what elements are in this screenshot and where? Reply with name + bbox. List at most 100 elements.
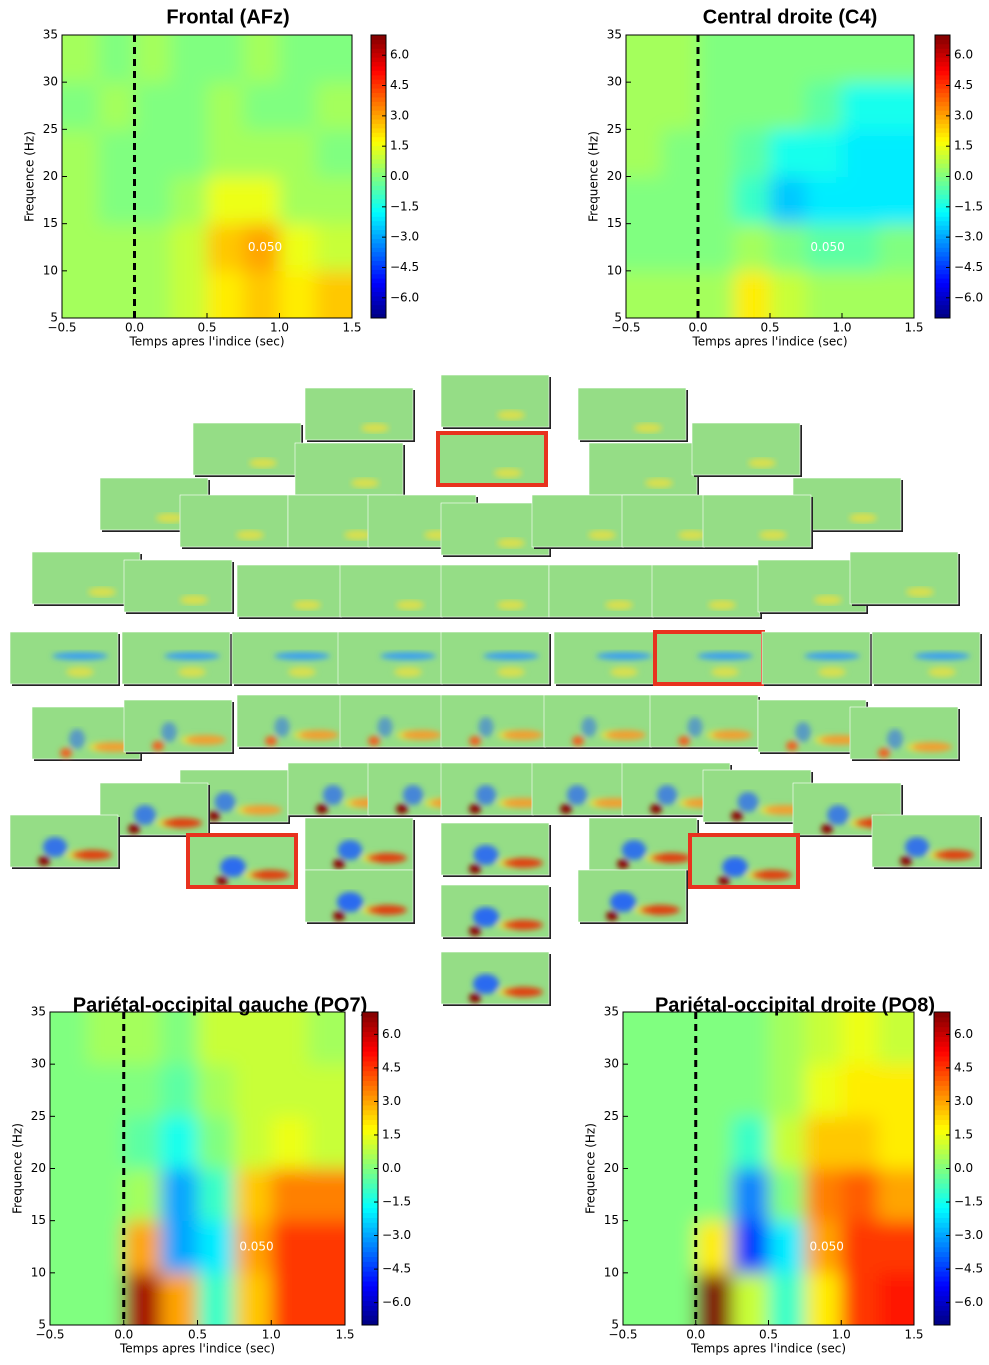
plot-area	[623, 1012, 914, 1325]
x-tick-label: −0.5	[47, 321, 76, 335]
colorbar-step	[362, 1251, 378, 1258]
colorbar-step	[362, 1060, 378, 1067]
y-tick-label: 15	[43, 216, 58, 230]
tile-bg	[588, 442, 698, 496]
colorbar-step	[935, 101, 950, 107]
tile	[548, 564, 659, 619]
colorbar-step	[934, 1222, 950, 1228]
colorbar-step	[934, 1095, 950, 1101]
heat-cell	[841, 1220, 879, 1274]
y-tick-label: 25	[604, 1109, 619, 1123]
tile-blob	[333, 911, 345, 921]
colorbar-step	[371, 172, 386, 177]
chart-title: Central droite (C4)	[703, 6, 877, 28]
tile-pattern	[900, 837, 974, 866]
heat-cell	[234, 1064, 272, 1117]
heat-cell	[804, 1220, 842, 1274]
heat-cell	[62, 223, 99, 272]
tile-pattern	[605, 600, 633, 610]
heat-cell	[623, 1220, 660, 1274]
tile-pattern	[274, 652, 330, 677]
heat-cell	[734, 176, 771, 225]
heat-cell	[804, 1064, 842, 1117]
cells	[62, 35, 352, 318]
tile-blob	[708, 600, 736, 610]
heat-cell	[271, 1116, 309, 1169]
colorbar-step	[935, 74, 950, 80]
colorbar-tick-label: 6.0	[382, 1027, 401, 1041]
tile-blob	[928, 667, 956, 677]
colorbar-step	[362, 1168, 378, 1174]
tile	[186, 833, 298, 889]
heat-cell	[878, 270, 914, 318]
colorbar-step	[371, 114, 386, 120]
colorbar-step	[362, 1217, 378, 1223]
tile-blob	[503, 920, 543, 930]
colorbar-step	[362, 1021, 378, 1028]
x-tick-label: 1.5	[342, 321, 361, 335]
colorbar-step	[371, 39, 386, 45]
heat-cell	[243, 129, 280, 177]
tile	[304, 869, 415, 924]
heat-cell	[878, 129, 914, 177]
colorbar-step	[362, 1305, 378, 1311]
tile-highlight	[436, 431, 548, 487]
tile-blob	[656, 785, 678, 805]
heat-cell	[732, 1168, 769, 1222]
tile-blob	[804, 652, 860, 660]
heat-cell	[98, 129, 135, 177]
x-tick-label: 0.5	[759, 1328, 778, 1342]
tile-blob	[42, 837, 68, 857]
x-tick-label: 1.0	[262, 1328, 281, 1342]
colorbar-step	[371, 136, 386, 142]
tile-blob	[748, 458, 776, 468]
heat-cell	[160, 1064, 198, 1117]
tile-pattern	[804, 652, 860, 677]
colorbar-step	[935, 52, 950, 58]
tile-pattern	[236, 530, 264, 540]
heat-cell	[197, 1012, 235, 1065]
x-axis-label: Temps apres l'indice (sec)	[691, 335, 847, 349]
colorbar-tick-label: 4.5	[954, 1060, 973, 1074]
chart: 0.050 −0.5 0.0 0.5 1.0 1.5 5 10 15 20 25 30 35 Temps …	[11, 994, 412, 1355]
heat-cell	[734, 270, 771, 318]
colorbar-step	[934, 1085, 950, 1091]
heat-cell	[315, 129, 352, 177]
colorbar-step	[362, 1246, 378, 1253]
tile-blob	[821, 824, 833, 834]
tile-blob	[377, 717, 393, 737]
colorbar-step	[934, 1315, 950, 1321]
tile-blob	[161, 722, 177, 742]
colorbar-step	[362, 1109, 378, 1116]
tile-blob	[208, 811, 220, 821]
tile	[440, 822, 551, 877]
colorbar-step	[371, 282, 386, 288]
colorbar-step	[935, 198, 950, 204]
heat-cell	[698, 129, 735, 177]
colorbar-step	[362, 1056, 378, 1062]
colorbar-step	[371, 233, 386, 239]
colorbar-step	[934, 1109, 950, 1116]
contour-label: 0.050	[248, 240, 282, 254]
colorbar-step	[934, 1070, 950, 1077]
tile-pattern	[469, 974, 543, 1003]
colorbar-tick-label: −4.5	[954, 1262, 983, 1276]
heat-cell	[170, 129, 208, 177]
x-tick-label: 0.0	[125, 321, 144, 335]
colorbar-step	[935, 291, 950, 297]
heat-cell	[626, 129, 663, 177]
colorbar-step	[371, 229, 386, 235]
colorbar-step	[371, 119, 386, 124]
tile-pattern	[588, 530, 616, 540]
tile-bg	[651, 564, 761, 618]
colorbar-step	[362, 1085, 378, 1091]
colorbar-tick-label: 4.5	[390, 78, 409, 92]
x-axis-label: Temps apres l'indice (sec)	[690, 1342, 846, 1356]
heat-cell	[734, 223, 771, 272]
heat-cell	[134, 129, 172, 177]
heat-cell	[626, 223, 663, 272]
tile-pattern	[759, 530, 787, 540]
tile-pattern	[497, 538, 525, 548]
colorbar-step	[935, 233, 950, 239]
colorbar-step	[935, 176, 950, 182]
